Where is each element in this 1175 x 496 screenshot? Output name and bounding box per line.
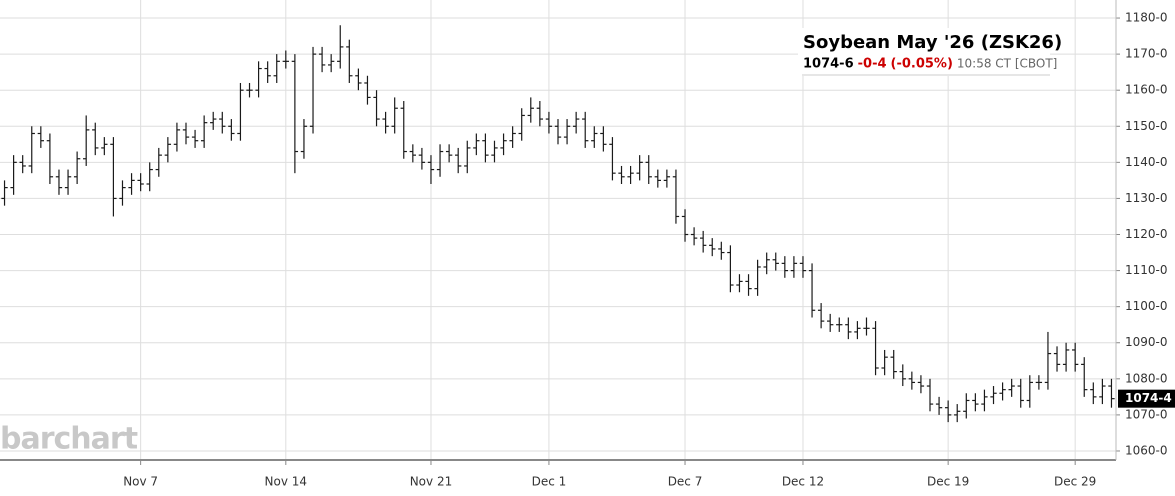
quote-change-pct: (-0.05%) — [891, 57, 953, 72]
y-tick-label: 1170-0 — [1125, 47, 1168, 61]
y-tick-label: 1080-0 — [1125, 371, 1168, 385]
watermark: barchart — [0, 422, 138, 457]
quote-box — [798, 28, 1050, 76]
chart-title: Soybean May '26 (ZSK26) — [803, 32, 1062, 53]
last-price-label: 1074-4 — [1125, 391, 1172, 405]
y-tick-label: 1100-0 — [1125, 299, 1168, 313]
x-tick-label: Dec 19 — [927, 475, 969, 489]
y-tick-label: 1110-0 — [1125, 263, 1168, 277]
y-tick-label: 1060-0 — [1125, 443, 1168, 457]
x-tick-label: Nov 7 — [123, 475, 158, 489]
quote-last: 1074-6 — [803, 57, 854, 72]
y-tick-label: 1070-0 — [1125, 407, 1168, 421]
quote-change: -0-4 — [858, 57, 887, 72]
y-tick-label: 1160-0 — [1125, 83, 1168, 97]
y-tick-label: 1130-0 — [1125, 191, 1168, 205]
last-price-marker — [1118, 389, 1175, 408]
bars — [1, 25, 1115, 423]
x-tick-label: Nov 14 — [265, 475, 308, 489]
y-tick-label: 1150-0 — [1125, 119, 1168, 133]
y-tick-label: 1180-0 — [1125, 11, 1168, 25]
quote-time: 10:58 CT [CBOT] — [957, 57, 1057, 71]
y-tick-label: 1090-0 — [1125, 335, 1168, 349]
x-tick-label: Dec 12 — [782, 475, 824, 489]
x-tick-label: Dec 7 — [668, 475, 703, 489]
x-tick-label: Dec 1 — [532, 475, 567, 489]
x-tick-label: Nov 21 — [410, 475, 453, 489]
y-tick-label: 1140-0 — [1125, 155, 1168, 169]
x-tick-label: Dec 29 — [1054, 475, 1096, 489]
y-tick-label: 1120-0 — [1125, 227, 1168, 241]
